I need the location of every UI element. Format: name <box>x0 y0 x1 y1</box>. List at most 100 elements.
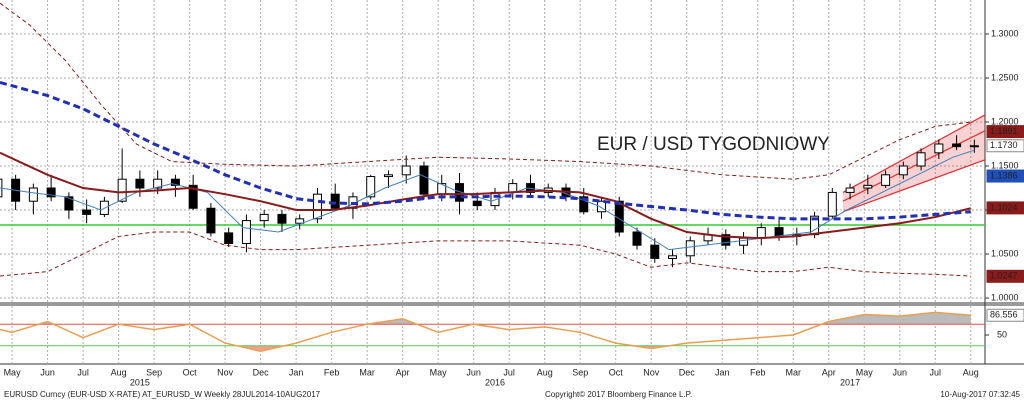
candle-body <box>401 165 411 176</box>
channel-fill <box>842 114 985 212</box>
indicator-line <box>0 2 971 180</box>
panel-separator <box>0 302 1024 306</box>
footer-right: 10-Aug-2017 07:32:45 <box>940 390 1020 399</box>
price-label: 1.1024 <box>990 202 1018 212</box>
x-tick-label: Mar <box>359 367 375 377</box>
y-tick-label: 1.2500 <box>991 72 1019 82</box>
chart-title: EUR / USD TYGODNIOWY <box>597 134 830 155</box>
x-tick-label: Jan <box>289 367 304 377</box>
candle-body <box>845 187 855 193</box>
x-tick-label: May <box>856 367 874 377</box>
x-tick-label: May <box>430 367 448 377</box>
candle-body <box>277 213 287 224</box>
year-label: 2015 <box>130 377 150 387</box>
candle-body <box>739 237 749 246</box>
candle-body <box>472 200 482 207</box>
y-tick-label: 1.3000 <box>991 28 1019 38</box>
overbought-area <box>39 312 971 324</box>
candle-body <box>312 193 322 220</box>
candle-body <box>898 165 908 176</box>
candle-body <box>64 196 74 211</box>
x-tick-label: Jul <box>503 367 515 377</box>
price-label-box <box>986 125 1024 139</box>
x-tick-label: Sep <box>572 367 588 377</box>
footer-center: Copyright© 2017 Bloomberg Finance L.P. <box>545 390 692 399</box>
candle-body <box>863 184 873 189</box>
price-label: 1.1730 <box>990 140 1018 150</box>
x-tick-label: Jun <box>466 367 481 377</box>
candle-body <box>383 174 393 178</box>
x-tick-label: May <box>4 367 22 377</box>
y-tick-label: 1.2000 <box>991 116 1019 126</box>
x-tick-label: Apr <box>396 367 410 377</box>
x-tick-label: Jun <box>40 367 55 377</box>
candle-body <box>153 178 163 189</box>
y-tick-label: 1.1500 <box>991 160 1019 170</box>
candle-body <box>330 193 340 209</box>
candle-body <box>419 165 429 195</box>
candle-body <box>774 227 784 237</box>
x-tick-label: Jul <box>930 367 942 377</box>
x-tick-label: Oct <box>609 367 624 377</box>
price-label-box <box>986 139 1024 153</box>
candle-body <box>188 184 198 209</box>
x-tick-label: Dec <box>253 367 270 377</box>
candle-body <box>295 218 305 224</box>
candle-body <box>827 191 837 217</box>
candle-body <box>934 143 944 154</box>
x-tick-label: Feb <box>324 367 340 377</box>
year-label: 2016 <box>485 377 505 387</box>
candle-body <box>969 145 979 148</box>
x-tick-label: Jan <box>715 367 730 377</box>
candle-body <box>135 178 145 189</box>
price-label: 1.1891 <box>990 126 1018 136</box>
candle-body <box>685 240 695 257</box>
price-label-box <box>986 169 1024 183</box>
x-tick-label: Aug <box>963 367 979 377</box>
x-tick-label: Oct <box>183 367 198 377</box>
channel-line <box>842 130 986 202</box>
candle-body <box>508 183 518 193</box>
oscillator-value-label: 86.556 <box>990 310 1018 320</box>
candle-body <box>241 220 251 244</box>
candle-body <box>650 244 660 259</box>
value-label-box <box>986 308 1024 322</box>
footer-left: EURUSD Curncy (EUR-USD X-RATE) AT_EURUSD… <box>4 390 321 399</box>
x-tick-label: Nov <box>643 367 660 377</box>
oscillator-line <box>0 311 971 352</box>
y-tick-label: 1.0000 <box>991 292 1019 302</box>
candle-body <box>668 255 678 259</box>
y-tick-label: 1.0500 <box>991 248 1019 258</box>
channel-line <box>842 159 986 213</box>
x-tick-label: Dec <box>679 367 696 377</box>
x-tick-label: Feb <box>750 367 766 377</box>
indicator-line <box>0 149 975 251</box>
candle-body <box>46 187 56 198</box>
x-tick-label: Aug <box>537 367 553 377</box>
candle-body <box>881 174 891 186</box>
candle-body <box>916 152 926 167</box>
price-label: 1.0247 <box>990 271 1018 281</box>
candle-body <box>206 207 216 234</box>
candle-body <box>82 209 92 215</box>
x-tick-label: Nov <box>217 367 234 377</box>
x-tick-label: Mar <box>786 367 802 377</box>
price-label-box <box>986 269 1024 283</box>
candle-body <box>366 176 376 198</box>
candle-body <box>597 200 607 213</box>
x-tick-label: Jul <box>77 367 89 377</box>
price-label-box <box>986 201 1024 215</box>
candle-body <box>632 231 642 246</box>
x-tick-label: Sep <box>146 367 162 377</box>
candle-body <box>259 213 269 222</box>
price-label: 1.1386 <box>990 170 1018 180</box>
candle-body <box>224 232 234 244</box>
candle-body <box>721 234 731 246</box>
indicator-line <box>0 231 971 277</box>
x-tick-label: Apr <box>822 367 836 377</box>
candle-body <box>28 187 38 202</box>
candle-body <box>756 227 766 239</box>
x-tick-label: Jun <box>893 367 908 377</box>
